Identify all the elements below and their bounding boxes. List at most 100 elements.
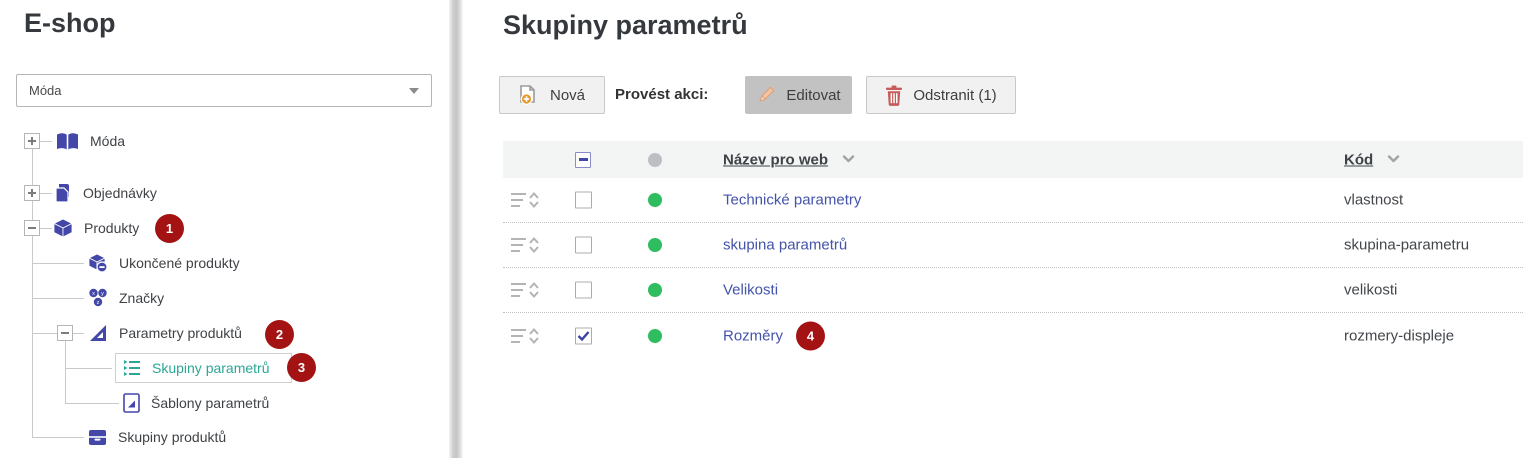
sidebar-item-label: Objednávky (83, 185, 157, 201)
sidebar-item-label: Šablony parametrů (151, 395, 270, 411)
checkmark-icon (577, 330, 590, 341)
sidebar-item-label: Skupiny parametrů (152, 360, 270, 376)
tree-collapse-icon-produkty[interactable] (24, 220, 40, 236)
sidebar-item-label: Značky (119, 290, 165, 306)
action-label: Provést akci: (615, 86, 709, 103)
orders-pages-icon (53, 183, 72, 203)
shop-select-value: Móda (29, 83, 62, 98)
navigation-tree: Móda Objednávky Produkty 1 Ukončené pr (0, 120, 449, 458)
row-name-link[interactable]: skupina parametrů (723, 236, 848, 254)
row-checkbox[interactable] (575, 236, 592, 254)
table-row: Velikosti velikosti (503, 268, 1523, 313)
book-icon (56, 132, 79, 151)
drag-handle-icon[interactable] (511, 281, 541, 299)
notification-badge: 1 (155, 214, 184, 243)
row-name-link[interactable]: Velikosti (723, 281, 779, 299)
tree-expand-icon-moda[interactable] (24, 133, 40, 149)
delete-button-label: Odstranit (1) (913, 86, 997, 104)
shop-select-dropdown[interactable]: Móda (16, 74, 432, 107)
row-name-link[interactable]: Rozměry 4 (723, 321, 826, 350)
row-code: vlastnost (1344, 191, 1404, 209)
delete-button[interactable]: Odstranit (1) (866, 76, 1016, 114)
notification-badge: 3 (287, 353, 316, 382)
row-code: velikosti (1344, 281, 1398, 299)
tree-expand-icon-objednavky[interactable] (24, 185, 40, 201)
edit-button[interactable]: Editovat (745, 76, 852, 114)
tree-connector (32, 263, 84, 264)
sidebar-item-sablony-parametru[interactable]: Šablony parametrů (123, 392, 269, 414)
drag-handle-icon[interactable] (511, 327, 541, 344)
sidebar-item-skupiny-produktu[interactable]: Skupiny produktů (88, 426, 226, 448)
set-square-icon (88, 323, 108, 343)
sidebar-item-ukoncene-produkty[interactable]: Ukončené produkty (88, 252, 240, 274)
tree-connector (65, 368, 112, 369)
table-row: Rozměry 4 rozmery-displeje (503, 313, 1523, 358)
row-checkbox[interactable] (575, 281, 592, 299)
row-checkbox-checked[interactable] (575, 327, 592, 344)
main-panel: Skupiny parametrů Nová Provést akci: Edi… (463, 0, 1523, 458)
new-button-label: Nová (549, 86, 586, 104)
tree-connector (40, 228, 52, 229)
tree-connector (32, 437, 84, 438)
sidebar-item-produkty[interactable]: Produkty (53, 217, 139, 239)
new-button[interactable]: Nová (499, 76, 605, 114)
tree-connector (65, 341, 66, 403)
status-dot-active (648, 238, 662, 252)
sidebar-item-skupiny-parametru[interactable]: Skupiny parametrů (115, 353, 292, 383)
tree-connector (32, 149, 33, 437)
status-column-icon (648, 152, 662, 167)
column-header-name[interactable]: Název pro web (723, 151, 829, 168)
status-dot-active (648, 328, 662, 343)
table-row: Technické parametry vlastnost (503, 178, 1523, 223)
row-code: skupina-parametru (1344, 236, 1470, 254)
tree-collapse-icon-parametry[interactable] (57, 325, 73, 341)
cube-minus-icon (88, 253, 108, 273)
new-document-plus-icon (519, 84, 540, 106)
notification-badge: 4 (796, 321, 826, 350)
sidebar-item-parametry-produktu[interactable]: Parametry produktů (88, 322, 242, 344)
column-header-code[interactable]: Kód (1344, 151, 1374, 168)
row-code: rozmery-displeje (1344, 327, 1455, 344)
drag-handle-icon[interactable] (511, 236, 541, 254)
svg-text:z: z (97, 300, 100, 306)
product-cube-icon (53, 218, 73, 238)
tree-connector (40, 193, 52, 194)
sidebar-title: E-shop (24, 8, 116, 38)
select-all-checkbox[interactable] (575, 151, 591, 168)
drag-handle-icon[interactable] (511, 191, 541, 209)
tree-connector (65, 403, 119, 404)
status-dot-active (648, 193, 662, 207)
notification-badge: 2 (265, 320, 294, 349)
sidebar: E-shop Móda (0, 0, 449, 458)
svg-text:y: y (101, 291, 104, 297)
panel-splitter[interactable] (449, 0, 463, 458)
sidebar-item-label: Ukončené produkty (119, 255, 240, 271)
param-list-icon (123, 360, 141, 376)
svg-text:x: x (92, 291, 95, 297)
edit-button-label: Editovat (786, 86, 841, 104)
row-checkbox[interactable] (575, 191, 592, 209)
table-row: skupina parametrů skupina-parametru (503, 223, 1523, 268)
status-dot-active (648, 283, 662, 297)
sidebar-item-label: Parametry produktů (119, 325, 242, 341)
sort-chevron-icon[interactable] (842, 150, 855, 167)
table-header-row: Název pro web Kód (503, 141, 1523, 178)
sidebar-item-objednavky[interactable]: Objednávky (53, 182, 157, 204)
sidebar-item-moda[interactable]: Móda (56, 130, 125, 152)
chevron-down-icon (409, 87, 419, 94)
template-page-icon (123, 393, 140, 413)
archive-box-icon (88, 429, 107, 446)
row-name-link[interactable]: Technické parametry (723, 191, 862, 209)
sidebar-item-label: Móda (90, 133, 126, 149)
trash-icon (885, 85, 903, 106)
sidebar-item-label: Produkty (84, 220, 140, 236)
tree-connector (32, 298, 84, 299)
parameter-groups-table: Název pro web Kód Technické parametry vl… (503, 141, 1523, 358)
pencil-icon (756, 85, 776, 105)
page-title: Skupiny parametrů (503, 10, 748, 40)
sort-chevron-icon[interactable] (1387, 150, 1400, 167)
tree-connector (40, 141, 52, 142)
